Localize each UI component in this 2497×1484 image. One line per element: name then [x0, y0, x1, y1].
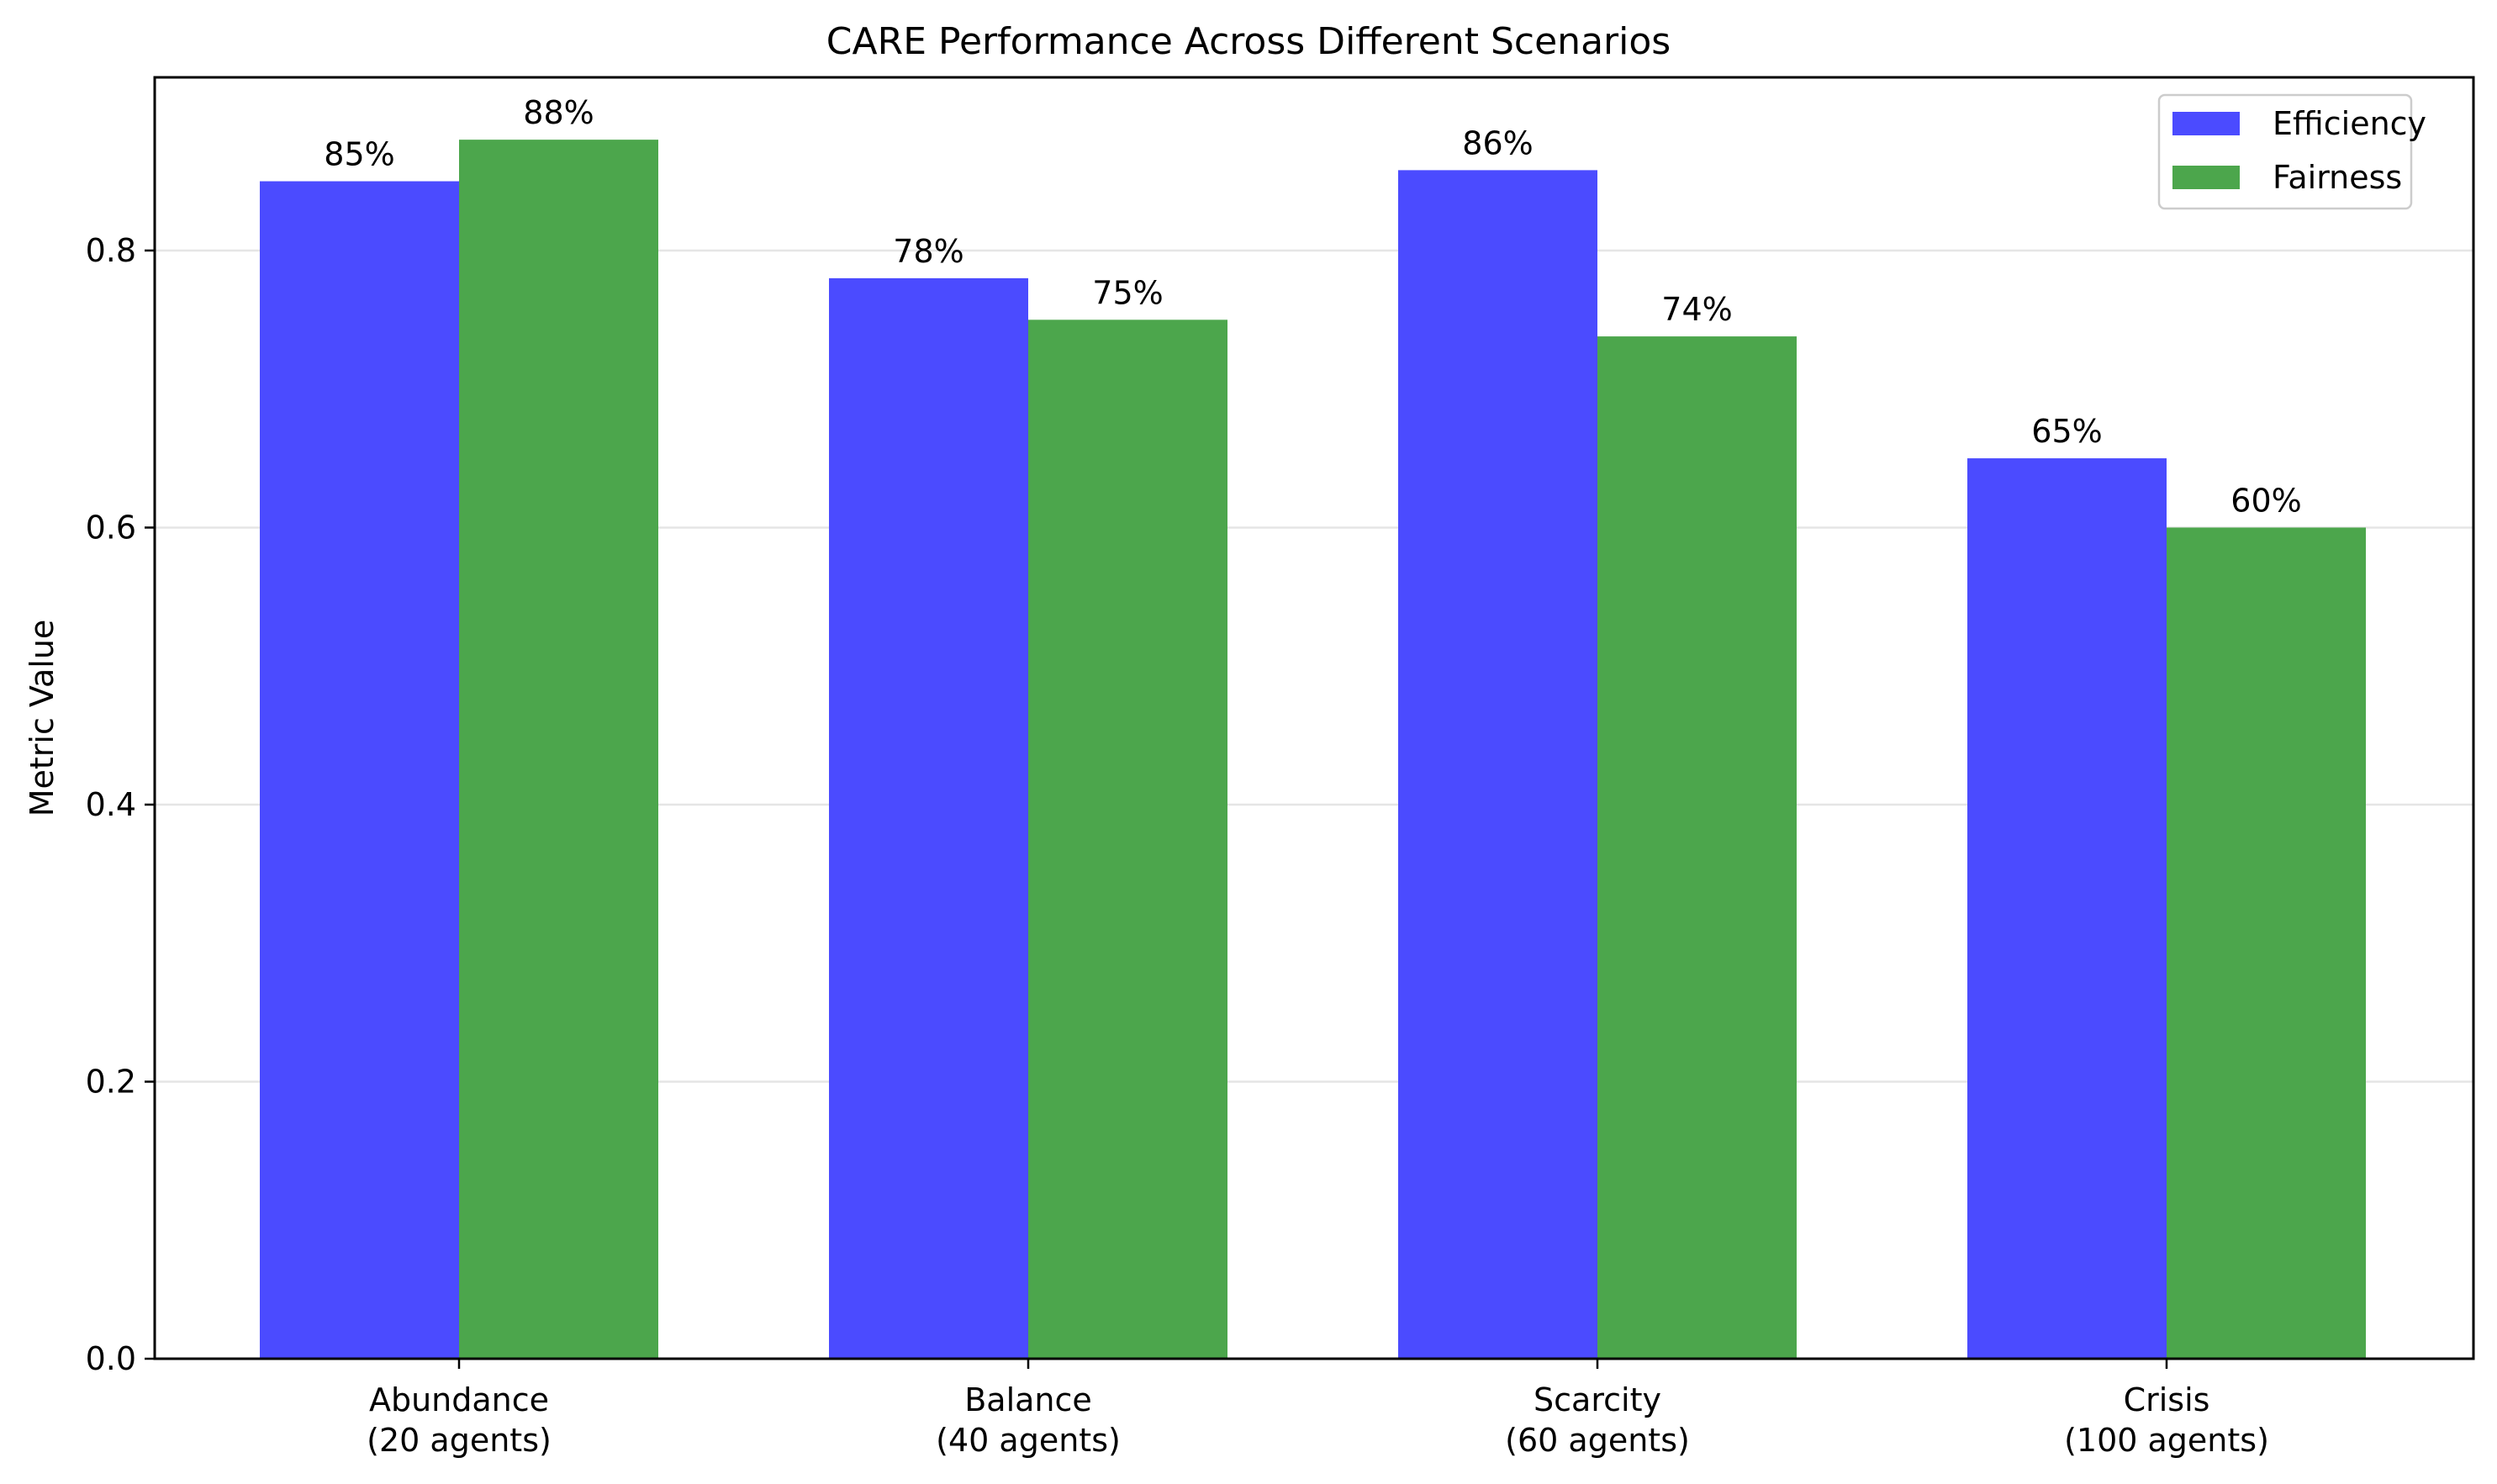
- x-tick-label-line-1: Scarcity: [1534, 1381, 1661, 1418]
- chart-title: CARE Performance Across Different Scenar…: [826, 20, 1671, 63]
- legend-label-fairness: Fairness: [2273, 159, 2402, 196]
- x-tick-label-line-1: Balance: [964, 1381, 1092, 1418]
- legend: Efficiency Fairness: [2157, 93, 2426, 210]
- y-axis: 0.0 0.2 0.4 0.6 0.8: [86, 232, 155, 1377]
- x-tick-label-line-2: (60 agents): [1505, 1422, 1690, 1459]
- x-tick-label-line-2: (20 agents): [367, 1422, 552, 1459]
- y-tick-label: 0.8: [86, 232, 136, 269]
- data-label-fairness-1: 75%: [1092, 274, 1163, 311]
- data-label-fairness-0: 88%: [523, 94, 594, 131]
- x-tick-label-line-1: Abundance: [369, 1381, 549, 1418]
- bars-layer: [260, 140, 2366, 1360]
- data-label-efficiency-2: 86%: [1462, 124, 1533, 161]
- legend-swatch-fairness: [2172, 166, 2240, 189]
- y-tick-label: 0.0: [86, 1340, 136, 1377]
- bar-efficiency-2: [1398, 170, 1597, 1360]
- x-tick-label-line-1: Crisis: [2124, 1381, 2210, 1418]
- data-label-efficiency-0: 85%: [324, 136, 394, 173]
- bar-fairness-3: [2167, 527, 2366, 1359]
- plot-area-frame: [153, 76, 2475, 1360]
- legend-label-efficiency: Efficiency: [2273, 105, 2426, 142]
- data-label-fairness-3: 60%: [2230, 482, 2301, 519]
- y-tick-label: 0.6: [86, 509, 136, 546]
- y-axis-label: Metric Value: [24, 620, 61, 817]
- data-label-fairness-2: 74%: [1661, 291, 1732, 328]
- data-label-efficiency-1: 78%: [893, 233, 963, 270]
- x-tick-label-line-2: (100 agents): [2064, 1422, 2269, 1459]
- bar-efficiency-3: [1967, 458, 2167, 1359]
- data-label-efficiency-3: 65%: [2031, 413, 2102, 450]
- bar-fairness-0: [459, 140, 658, 1360]
- bar-fairness-1: [1028, 320, 1227, 1359]
- x-axis: Abundance (20 agents) Balance (40 agents) Sc…: [367, 1359, 2269, 1459]
- bar-efficiency-1: [829, 277, 1028, 1359]
- x-tick-label-line-2: (40 agents): [936, 1422, 1121, 1459]
- y-tick-label: 0.2: [86, 1063, 136, 1100]
- y-tick-label: 0.4: [86, 786, 136, 823]
- bar-fairness-2: [1597, 336, 1797, 1360]
- bar-labels-layer: 85% 78% 86% 65% 88% 75% 74% 60%: [324, 94, 2301, 519]
- legend-swatch-efficiency: [2172, 112, 2240, 135]
- bar-efficiency-0: [260, 181, 459, 1359]
